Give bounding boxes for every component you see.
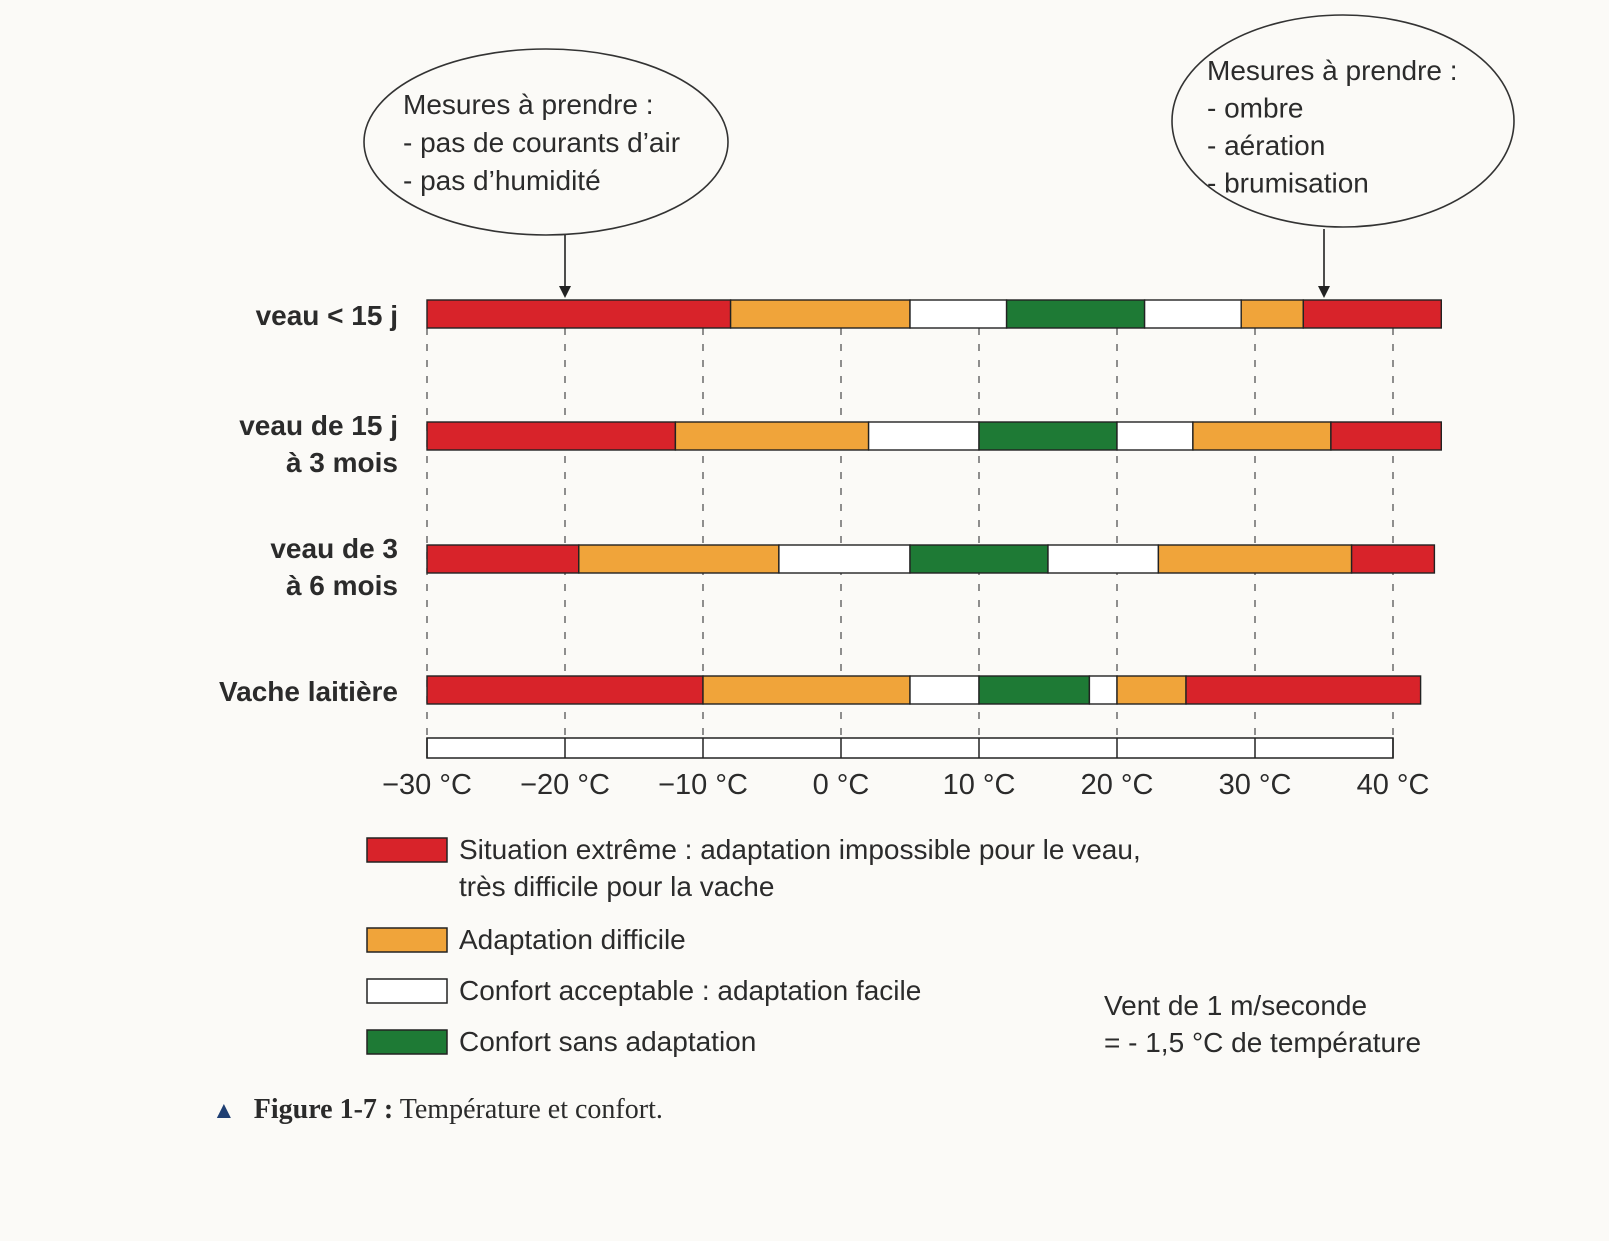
row-0: veau < 15 j: [256, 299, 1443, 331]
bar-segment-acceptable: [867, 421, 980, 451]
legend-item-difficile: Adaptation difficile: [366, 924, 686, 955]
bubble-outline: [1171, 14, 1515, 228]
tick-label: −20 °C: [520, 769, 610, 801]
figure-caption: ▲ Figure 1-7 : Température et confort.: [212, 1094, 663, 1126]
annotation-bubble: Mesures à prendre : - ombre - aération - br…: [1171, 14, 1515, 298]
bar-segment-difficile: [674, 421, 870, 451]
legend-label: Adaptation difficile: [459, 924, 686, 955]
bubble-line: Mesures à prendre :: [403, 89, 654, 120]
bar-segment-extreme: [426, 299, 732, 329]
row-label: à 6 mois: [286, 570, 398, 601]
arrow-down-icon: [559, 286, 571, 298]
legend-item-sans: Confort sans adaptation: [366, 1026, 756, 1057]
bar-segment-acceptable: [1143, 299, 1242, 329]
bar-segment-extreme: [426, 675, 704, 705]
legend-item-acceptable: Confort acceptable : adaptation facile: [366, 975, 921, 1006]
tick-label: 40 °C: [1357, 769, 1430, 801]
row-1: veau de 15 j à 3 mois: [239, 410, 1443, 478]
bar-segment-extreme: [1330, 421, 1443, 451]
bubble-line: Mesures à prendre :: [1207, 55, 1458, 86]
bar-segment-acceptable: [778, 544, 911, 574]
bubble-line: - pas de courants d’air: [403, 127, 680, 158]
bubble-line: - ombre: [1207, 93, 1303, 124]
bar-segment-sans: [978, 421, 1118, 451]
bar-segment-acceptable: [909, 675, 980, 705]
bar-segment-acceptable: [1116, 421, 1194, 451]
tick-label: −10 °C: [658, 769, 748, 801]
annotation-bubble: Mesures à prendre : - pas de courants d’a…: [363, 48, 729, 298]
tick-label: 30 °C: [1219, 769, 1292, 801]
bar-segment-difficile: [1116, 675, 1187, 705]
bar-segment-sans: [909, 544, 1049, 574]
bubble-line: - aération: [1207, 130, 1325, 161]
arrow-down-icon: [1318, 286, 1330, 298]
row-label: veau de 15 j: [239, 410, 398, 441]
bar-segment-acceptable: [909, 299, 1008, 329]
bar-segment-difficile: [578, 544, 780, 574]
bubble-line: - pas d’humidité: [403, 165, 601, 196]
bar-segment-acceptable: [1047, 544, 1160, 574]
legend-swatch: [366, 1029, 448, 1055]
row-label: à 3 mois: [286, 447, 398, 478]
tick-label: 20 °C: [1081, 769, 1154, 801]
bar-segment-difficile: [1240, 299, 1304, 329]
tick-label: 0 °C: [813, 769, 870, 801]
bar-segment-difficile: [702, 675, 911, 705]
legend-label: très difficile pour la vache: [459, 871, 774, 902]
legend-swatch: [366, 837, 448, 863]
bar-segment-sans: [978, 675, 1091, 705]
bar-segment-extreme: [1302, 299, 1443, 329]
bar-segment-extreme: [426, 544, 580, 574]
legend-label: Confort sans adaptation: [459, 1026, 756, 1057]
bar-segment-sans: [1005, 299, 1146, 329]
legend-swatch: [366, 927, 448, 953]
bar-segment-acceptable: [1088, 675, 1118, 705]
row-label: veau de 3: [270, 533, 398, 564]
legend-item-extreme: Situation extrême : adaptation impossibl…: [366, 834, 1141, 902]
caption-text: Température et confort.: [399, 1094, 663, 1125]
bar-segment-extreme: [1350, 544, 1436, 574]
legend-label: Confort acceptable : adaptation facile: [459, 975, 921, 1006]
bar-segment-difficile: [1192, 421, 1332, 451]
bar-segment-extreme: [426, 421, 677, 451]
bar-segment-difficile: [1157, 544, 1353, 574]
bubble-line: - brumisation: [1207, 168, 1369, 199]
caption-triangle-icon: ▲: [212, 1098, 236, 1124]
bubble-outline: [363, 48, 729, 236]
row-2: veau de 3 à 6 mois: [270, 533, 1436, 601]
wind-note-line: Vent de 1 m/seconde: [1104, 990, 1367, 1021]
legend-swatch: [366, 978, 448, 1004]
row-label: Vache laitière: [219, 676, 398, 707]
row-3: Vache laitière: [219, 675, 1422, 707]
row-label: veau < 15 j: [256, 300, 398, 331]
bar-segment-difficile: [729, 299, 911, 329]
tick-label: −30 °C: [382, 769, 472, 801]
legend-label: Situation extrême : adaptation impossibl…: [459, 834, 1141, 865]
wind-note-line: = - 1,5 °C de température: [1104, 1027, 1421, 1058]
tick-label: 10 °C: [943, 769, 1016, 801]
axis-strip: [426, 737, 1394, 759]
bar-segment-extreme: [1185, 675, 1422, 705]
caption-figure-number: Figure 1-7 :: [253, 1094, 394, 1125]
